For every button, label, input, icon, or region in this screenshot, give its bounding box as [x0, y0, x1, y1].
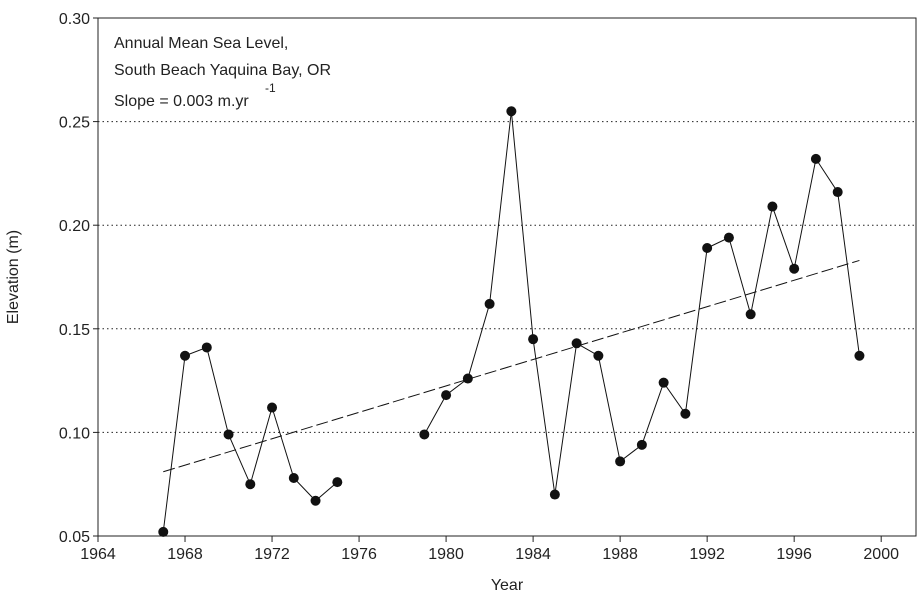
data-line	[162, 111, 860, 532]
y-tick-label: 0.25	[59, 115, 90, 132]
data-point	[832, 187, 843, 198]
x-tick-label: 2000	[863, 546, 899, 563]
data-point	[506, 106, 517, 117]
x-tick-label: 1972	[254, 546, 290, 563]
y-axis-label: Elevation (m)	[5, 230, 22, 324]
data-point	[484, 298, 495, 309]
data-point	[789, 263, 800, 274]
data-point	[810, 153, 821, 164]
data-point	[658, 377, 669, 388]
data-point	[158, 526, 169, 537]
x-tick-label: 1980	[428, 546, 464, 563]
data-point	[549, 489, 560, 500]
data-point	[767, 201, 778, 212]
data-point	[680, 408, 691, 419]
x-tick-label: 1968	[167, 546, 203, 563]
x-tick-label: 1996	[776, 546, 812, 563]
y-tick-label: 0.15	[59, 322, 90, 339]
annotation: South Beach Yaquina Bay, OR	[114, 62, 331, 79]
data-point	[267, 402, 278, 413]
data-point	[180, 350, 191, 361]
data-point	[441, 390, 452, 401]
data-point	[245, 479, 256, 490]
x-tick-label: 1964	[80, 546, 116, 563]
data-point	[723, 232, 734, 243]
data-point	[745, 309, 756, 320]
annotation-superscript: -1	[265, 81, 276, 95]
data-point	[288, 472, 299, 483]
y-tick-label: 0.20	[59, 218, 90, 235]
data-point	[593, 350, 604, 361]
y-tick-label: 0.05	[59, 529, 90, 546]
x-tick-label: 1984	[515, 546, 551, 563]
data-point	[332, 477, 343, 488]
data-point	[419, 429, 430, 440]
x-axis-label: Year	[491, 577, 524, 594]
x-tick-label: 1976	[341, 546, 377, 563]
x-tick-label: 1992	[689, 546, 725, 563]
data-point	[201, 342, 212, 353]
data-point	[462, 373, 473, 384]
data-point	[702, 242, 713, 253]
y-tick-label: 0.30	[59, 11, 90, 28]
trend-line	[163, 259, 860, 473]
data-point	[571, 338, 582, 349]
data-point	[223, 429, 234, 440]
y-tick-label: 0.10	[59, 425, 90, 442]
data-point	[636, 439, 647, 450]
data-point	[528, 334, 539, 345]
plot-frame	[97, 17, 917, 537]
annotation: Annual Mean Sea Level,	[114, 35, 288, 52]
annotation: Slope = 0.003 m.yr	[114, 93, 249, 110]
data-point	[854, 350, 865, 361]
data-point	[310, 495, 321, 506]
x-tick-label: 1988	[602, 546, 638, 563]
data-point	[615, 456, 626, 467]
